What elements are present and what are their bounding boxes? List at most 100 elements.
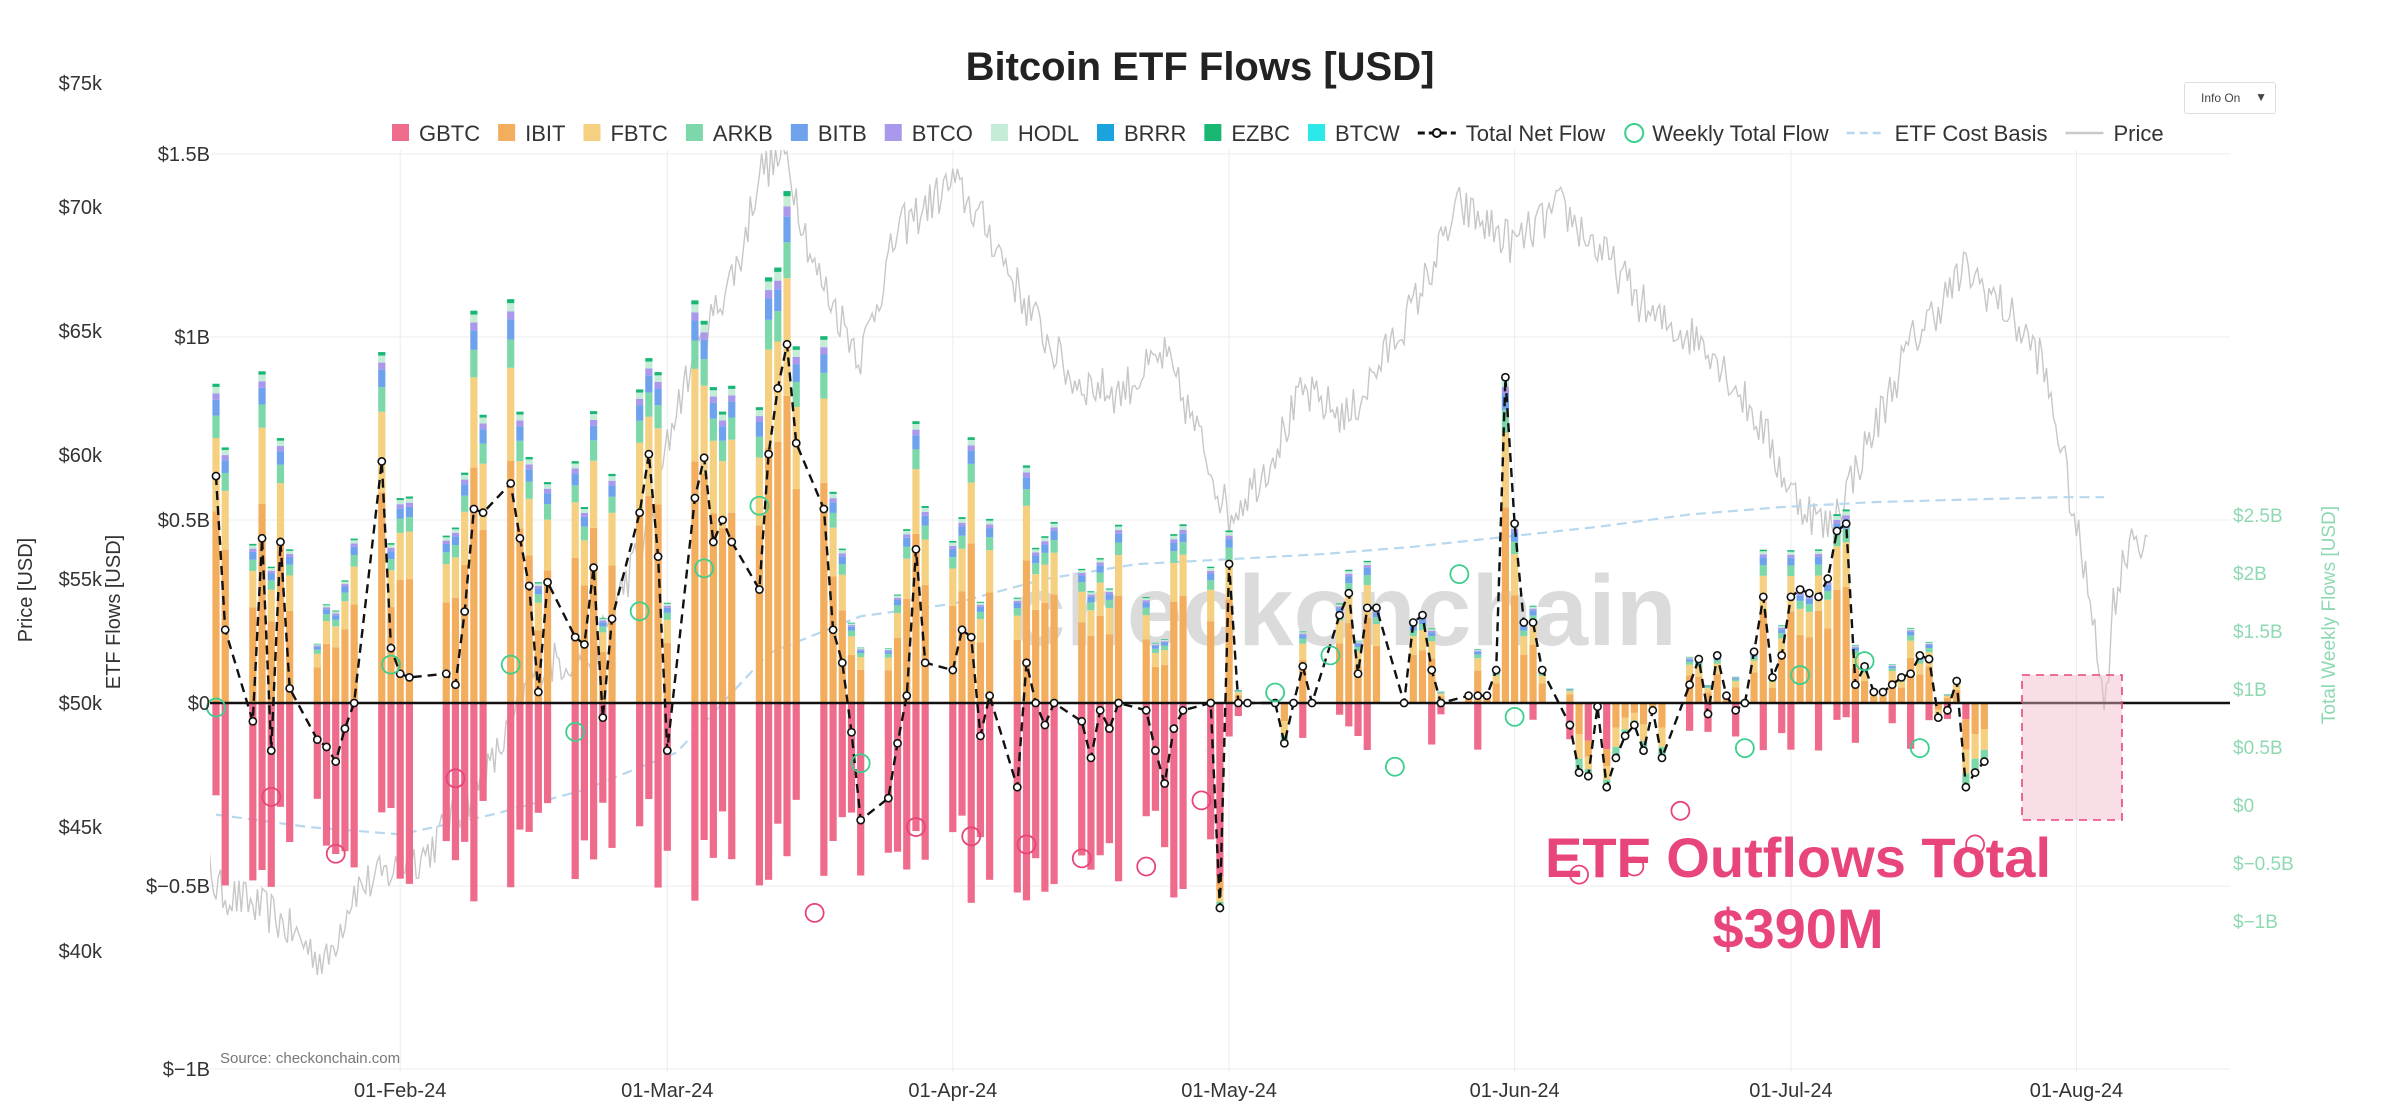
weekly-tick-label: $−1B bbox=[2233, 912, 2278, 933]
bar-segment-fbtc bbox=[1041, 564, 1049, 603]
bar-segment-ibit bbox=[571, 557, 579, 703]
bar-segment-bitb bbox=[221, 460, 229, 473]
bar-segment-ibit bbox=[1750, 672, 1758, 703]
bar-segment-fbtc bbox=[1234, 692, 1242, 696]
bar-segment-ibit bbox=[755, 525, 763, 703]
bar-segment-gbtc bbox=[636, 703, 644, 827]
bar-segment-fbtc bbox=[912, 469, 920, 534]
flow-bar-group bbox=[341, 580, 349, 852]
net-flow-point bbox=[1795, 585, 1805, 594]
flow-bar-group bbox=[1170, 534, 1178, 898]
flow-bar-group bbox=[820, 336, 828, 876]
info-toggle-label: Info On bbox=[2201, 91, 2241, 105]
bar-segment-arkb bbox=[1824, 591, 1832, 600]
bar-segment-hodl bbox=[774, 271, 782, 281]
net-flow-point bbox=[828, 625, 838, 635]
bar-segment-ibit bbox=[820, 482, 828, 703]
net-flow-point bbox=[1611, 753, 1621, 763]
bar-segment-arkb bbox=[709, 418, 717, 441]
bar-segment-ibit bbox=[286, 610, 294, 703]
bar-segment-hodl bbox=[267, 568, 275, 571]
bar-segment-hodl bbox=[332, 611, 340, 614]
legend-swatch bbox=[990, 124, 1008, 141]
bar-segment-arkb bbox=[857, 653, 865, 658]
bar-segment-gbtc bbox=[709, 703, 717, 858]
bar-segment-hodl bbox=[1833, 516, 1841, 520]
bar-segment-ibit bbox=[1658, 703, 1666, 728]
bar-segment-ezbc bbox=[1179, 524, 1187, 527]
net-flow-point bbox=[662, 746, 672, 755]
bar-segment-arkb bbox=[516, 440, 524, 462]
bar-segment-fbtc bbox=[1078, 591, 1086, 623]
bar-segment-ibit bbox=[1529, 644, 1537, 703]
flow-bar-group bbox=[1732, 676, 1740, 737]
weekly-flow-point bbox=[1790, 665, 1811, 685]
flow-bar-group bbox=[1087, 591, 1095, 870]
bar-segment-ibit bbox=[709, 513, 717, 703]
net-flow-point bbox=[1952, 676, 1962, 686]
bar-segment-arkb bbox=[1860, 670, 1869, 673]
net-flow-point bbox=[1924, 654, 1934, 664]
flow-tick-label: $1B bbox=[174, 327, 210, 349]
bar-segment-arkb bbox=[1796, 600, 1804, 609]
bar-segment-bitb bbox=[1732, 678, 1740, 680]
bar-segment-ibit bbox=[451, 597, 460, 703]
bar-segment-arkb bbox=[663, 612, 671, 620]
axes: $75k $70k $65k $60k $55k $50k $45k $40k $1.5B $1B… bbox=[15, 73, 2340, 1102]
bar-segment-ezbc bbox=[636, 389, 644, 393]
net-flow-point bbox=[386, 643, 396, 653]
bar-segment-arkb bbox=[543, 504, 552, 520]
bar-segment-ezbc bbox=[755, 407, 763, 411]
bar-segment-hodl bbox=[912, 424, 920, 430]
bar-segment-gbtc bbox=[1234, 703, 1242, 717]
bar-segment-btco bbox=[212, 393, 220, 400]
flow-bar-group bbox=[1050, 521, 1058, 885]
net-flow-point bbox=[1740, 698, 1750, 708]
bar-segment-hodl bbox=[1078, 570, 1086, 573]
bar-segment-arkb bbox=[792, 381, 800, 407]
bar-segment-btco bbox=[341, 584, 349, 587]
bar-segment-gbtc bbox=[507, 703, 515, 888]
flow-bar-group bbox=[1142, 597, 1150, 817]
bar-segment-gbtc bbox=[1363, 703, 1371, 750]
bar-segment-ezbc bbox=[341, 580, 349, 582]
bar-segment-bitb bbox=[774, 289, 782, 312]
bar-segment-ibit bbox=[1474, 670, 1482, 703]
bar-segment-ezbc bbox=[1363, 560, 1371, 563]
bar-segment-arkb bbox=[571, 485, 579, 503]
net-flow-point bbox=[1040, 720, 1050, 730]
bar-segment-ibit bbox=[958, 591, 966, 703]
bar-segment-bitb bbox=[276, 451, 285, 465]
net-flow-point bbox=[1620, 731, 1630, 741]
bar-segment-gbtc bbox=[1888, 703, 1896, 724]
flow-bar-group bbox=[967, 437, 975, 903]
bar-segment-bitb bbox=[396, 508, 404, 519]
bar-segment-ibit bbox=[1639, 703, 1648, 725]
bar-segment-fbtc bbox=[543, 519, 552, 571]
bar-segment-fbtc bbox=[1833, 546, 1841, 590]
info-toggle-dropdown[interactable]: Info On ▼ bbox=[2184, 82, 2276, 114]
bar-segment-ezbc bbox=[654, 372, 662, 376]
bar-segment-fbtc bbox=[1842, 542, 1850, 587]
bar-segment-ezbc bbox=[461, 472, 469, 475]
bar-segment-btco bbox=[1851, 646, 1859, 648]
bar-segment-ibit bbox=[1768, 687, 1777, 703]
bar-segment-gbtc bbox=[1041, 703, 1049, 892]
bar-segment-ibit bbox=[1971, 703, 1979, 735]
net-flow-point bbox=[506, 478, 516, 488]
bar-segment-hodl bbox=[525, 459, 533, 465]
bar-segment-arkb bbox=[1851, 650, 1859, 655]
bar-segment-fbtc bbox=[654, 428, 662, 505]
total-net-flow-line bbox=[211, 339, 1989, 913]
bar-segment-ezbc bbox=[1428, 628, 1436, 630]
bar-segment-hodl bbox=[1354, 641, 1362, 643]
net-flow-point bbox=[1786, 592, 1796, 602]
bar-segment-ibit bbox=[700, 473, 708, 703]
bar-segment-arkb bbox=[322, 614, 331, 622]
legend-label: BRRR bbox=[1124, 121, 1186, 146]
bar-segment-gbtc bbox=[976, 703, 985, 838]
net-flow-point bbox=[1012, 782, 1022, 792]
bar-segment-gbtc bbox=[534, 703, 542, 813]
bar-segment-fbtc bbox=[1538, 675, 1546, 684]
flow-bar-group bbox=[838, 548, 846, 818]
